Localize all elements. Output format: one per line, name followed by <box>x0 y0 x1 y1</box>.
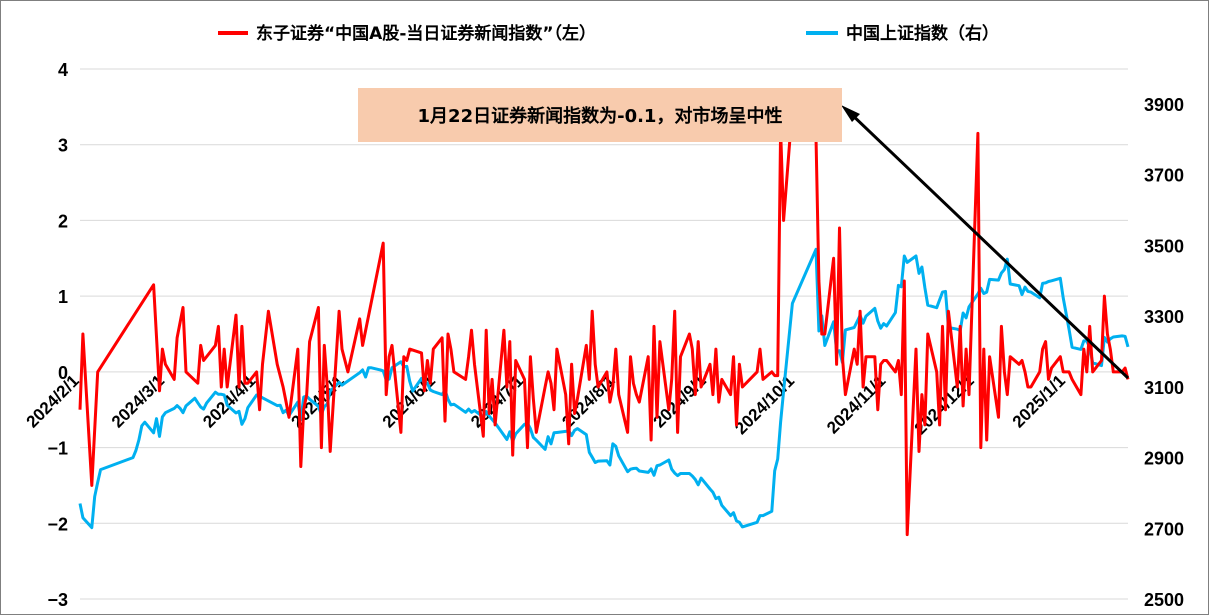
right-tick-label: 3300 <box>1144 307 1184 327</box>
right-tick-label: 3500 <box>1144 236 1184 256</box>
legend-label-news-index: 东子证券“中国A股-当日证券新闻指数”（左） <box>256 23 596 44</box>
grid-lines <box>80 68 1128 600</box>
annotation-arrow <box>841 105 1130 380</box>
series-lines <box>78 105 1130 537</box>
left-tick-label: −3 <box>47 590 68 610</box>
left-tick-label: −2 <box>47 514 68 534</box>
x-tick-label: 2025/1/1 <box>1009 371 1069 431</box>
right-tick-label: 3700 <box>1144 166 1184 186</box>
legend: 东子证券“中国A股-当日证券新闻指数”（左） 中国上证指数（右） <box>218 23 999 44</box>
left-tick-label: −1 <box>47 439 68 459</box>
series-line-shanghai-index <box>78 247 1130 530</box>
left-axis: 4 3 2 1 0 −1 −2 −3 <box>47 60 68 610</box>
annotation-box: 1月22日证券新闻指数为-0.1，对市场呈中性 <box>358 88 842 142</box>
right-tick-label: 3900 <box>1144 95 1184 115</box>
left-tick-label: 4 <box>58 60 68 80</box>
left-tick-label: 2 <box>58 211 68 231</box>
right-tick-label: 2700 <box>1144 519 1184 539</box>
right-tick-label: 2900 <box>1144 449 1184 469</box>
right-tick-label: 3100 <box>1144 378 1184 398</box>
x-tick-label: 2024/2/1 <box>23 371 83 431</box>
right-axis: 3900 3700 3500 3300 3100 2900 2700 2500 <box>1144 95 1184 610</box>
left-tick-label: 3 <box>58 136 68 156</box>
legend-label-shanghai-index: 中国上证指数（右） <box>846 23 999 44</box>
left-tick-label: 0 <box>58 363 68 383</box>
series-line-news-index <box>78 105 1130 537</box>
right-tick-label: 2500 <box>1144 590 1184 610</box>
left-tick-label: 1 <box>58 287 68 307</box>
